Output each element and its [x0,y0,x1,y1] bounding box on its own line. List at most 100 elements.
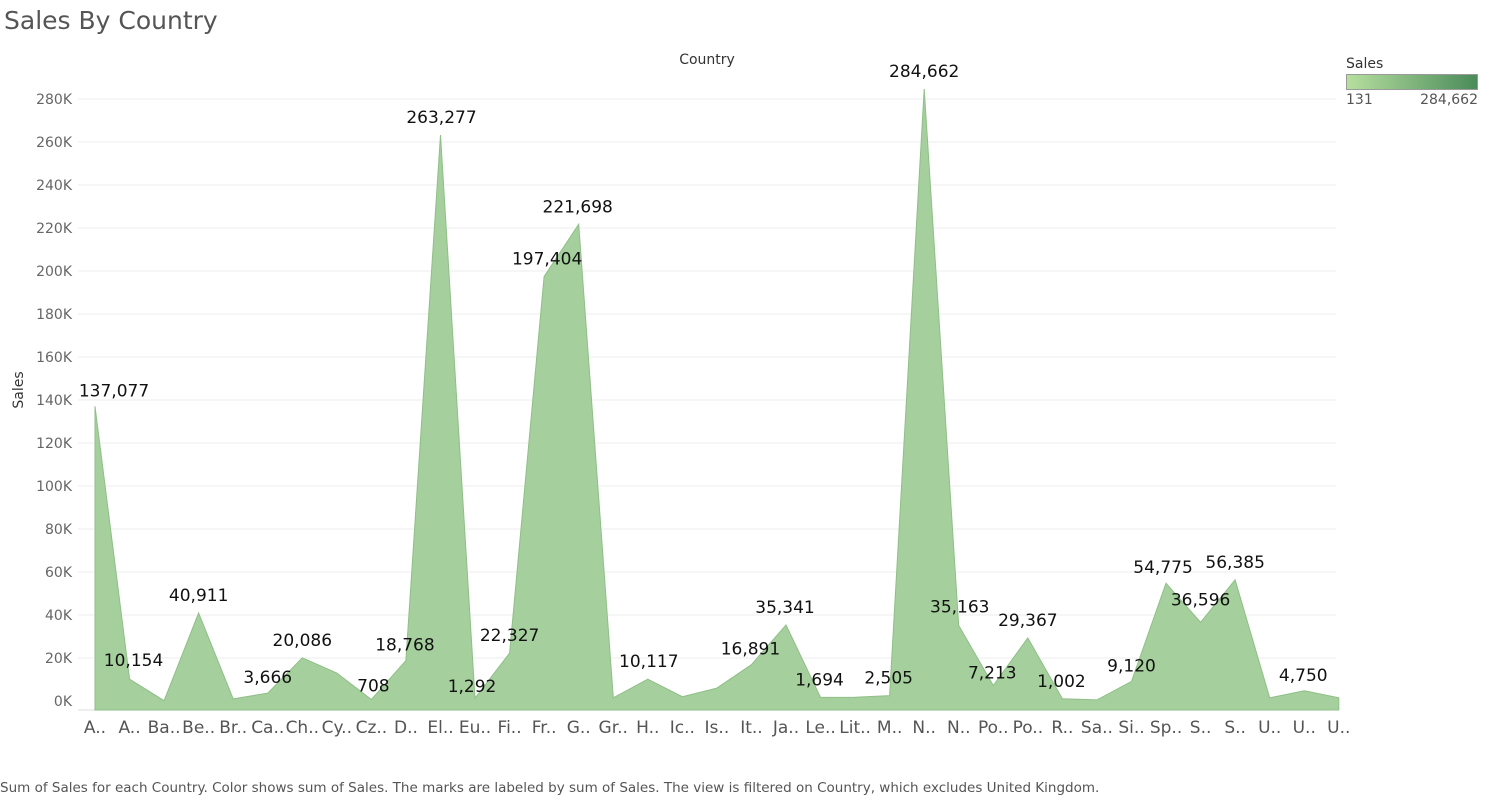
data-point[interactable] [921,86,927,92]
data-point[interactable] [679,694,685,700]
data-point[interactable] [368,696,374,702]
data-label: 56,385 [1205,553,1264,573]
x-tick-label: Po.. [1013,718,1044,738]
color-legend[interactable]: Sales 131 284,662 [1346,56,1482,108]
data-label: 708 [357,676,389,696]
x-tick-label: Le.. [805,718,835,738]
x-tick-label: Gr.. [599,718,628,738]
data-label: 36,596 [1171,590,1230,610]
data-label: 2,505 [864,669,913,689]
data-point[interactable] [541,274,547,280]
data-point[interactable] [887,693,893,699]
data-point[interactable] [1025,635,1031,641]
data-point[interactable] [196,610,202,616]
data-point[interactable] [507,650,513,656]
data-label: 18,768 [375,636,434,656]
data-point[interactable] [1198,619,1204,625]
x-tick-label: S.. [1224,718,1246,738]
data-label: 9,120 [1107,656,1156,676]
x-tick-label: Si.. [1118,718,1144,738]
data-point[interactable] [645,676,651,682]
data-label: 29,367 [998,611,1057,631]
y-tick-label: 40K [45,608,73,624]
data-point[interactable] [438,132,444,138]
x-tick-label: Ic.. [670,718,695,738]
data-point[interactable] [1336,695,1342,701]
x-tick-label: A.. [118,718,140,738]
x-tick-label: U.. [1293,718,1316,738]
x-tick-label: Cy.. [322,718,352,738]
data-point[interactable] [265,690,271,696]
data-label: 22,327 [480,626,539,646]
data-point[interactable] [783,622,789,628]
x-tick-label: Fi.. [498,718,522,738]
legend-title: Sales [1346,56,1384,72]
data-label: 40,911 [169,586,228,606]
y-tick-label: 0K [54,694,73,710]
data-label: 4,750 [1279,666,1328,686]
x-tick-label: Ja.. [772,718,799,738]
gridlines [78,98,1336,711]
data-point[interactable] [1059,696,1065,702]
x-tick-label: S.. [1190,718,1212,738]
data-point[interactable] [127,676,133,682]
x-axis-header: Country [679,52,735,68]
data-label: 20,086 [273,631,332,651]
data-point[interactable] [161,698,167,704]
x-tick-label: H.. [636,718,659,738]
y-tick-label: 20K [45,651,73,667]
data-point[interactable] [1232,577,1238,583]
data-point[interactable] [334,670,340,676]
legend-max-label: 284,662 [1420,92,1478,108]
data-point[interactable] [230,696,236,702]
data-point[interactable] [748,662,754,668]
data-label: 263,277 [406,108,476,128]
data-label: 54,775 [1133,558,1192,578]
x-tick-label: Ba.. [148,718,181,738]
x-tick-label: Be.. [182,718,215,738]
x-tick-label: Cz.. [356,718,388,738]
y-tick-label: 260K [36,135,73,151]
data-point[interactable] [1163,580,1169,586]
x-tick-label: Sa.. [1081,718,1113,738]
x-tick-label: Ch.. [286,718,319,738]
data-point[interactable] [576,221,582,227]
data-point[interactable] [852,694,858,700]
data-point[interactable] [1094,697,1100,703]
data-point[interactable] [92,403,98,409]
x-tick-label: U.. [1258,718,1281,738]
data-point[interactable] [403,658,409,664]
area-fill[interactable] [94,88,1340,711]
data-point[interactable] [299,655,305,661]
x-tick-label: Is.. [705,718,730,738]
data-point[interactable] [818,694,824,700]
y-axis-ticks: 0K 20K 40K 60K 80K 100K 120K 140K 160K 180K 200K 22… [36,92,73,710]
y-tick-label: 80K [45,522,73,538]
data-point[interactable] [714,685,720,691]
data-label: 7,213 [968,663,1017,683]
data-label: 10,117 [619,652,678,672]
x-tick-label: Po.. [978,718,1009,738]
data-label: 10,154 [104,651,163,671]
y-tick-label: 160K [36,350,73,366]
x-tick-label: M.. [877,718,902,738]
data-label: 16,891 [721,640,780,660]
y-tick-label: 100K [36,479,73,495]
data-point[interactable] [1267,695,1273,701]
data-point[interactable] [956,622,962,628]
data-point[interactable] [610,695,616,701]
data-point[interactable] [1301,688,1307,694]
data-label: 1,002 [1037,672,1086,692]
data-point[interactable] [1129,678,1135,684]
y-tick-label: 140K [36,393,73,409]
legend-labels: 131 284,662 [1346,92,1478,108]
legend-gradient-bar [1346,74,1478,90]
x-tick-label: N.. [912,718,936,738]
legend-min-label: 131 [1346,92,1373,108]
data-label: 3,666 [243,668,292,688]
y-tick-label: 120K [36,436,73,452]
data-label: 284,662 [889,62,959,82]
y-tick-label: 180K [36,307,73,323]
x-tick-label: G.. [567,718,591,738]
